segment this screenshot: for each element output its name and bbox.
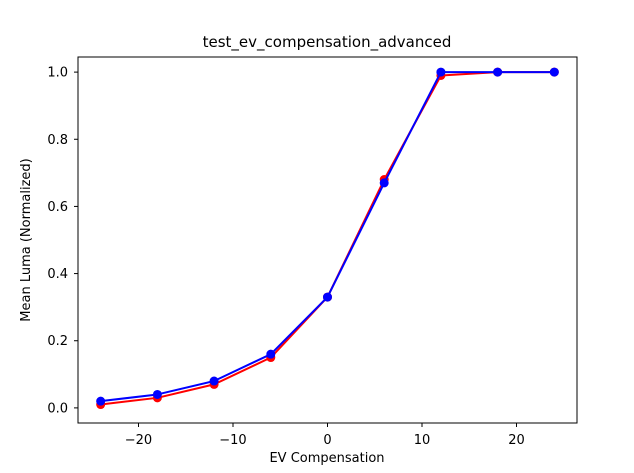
data-point-blue [493, 67, 503, 77]
data-point-blue [323, 292, 332, 302]
x-tick-label: 0 [323, 433, 331, 448]
y-tick-label: 0.4 [47, 267, 68, 282]
chart-layer: −20 −10 0 10 20 0.0 0.2 0.4 0.6 0.8 1.0 [47, 56, 578, 448]
data-point-blue [152, 389, 162, 399]
x-tick-label: 20 [508, 433, 525, 448]
series-line-blue [99, 71, 556, 403]
x-tick-label: 10 [414, 433, 431, 448]
data-point-blue [209, 376, 219, 386]
chart-title: test_ev_compensation_advanced [203, 33, 452, 52]
axes-frame [77, 56, 578, 424]
data-point-blue [549, 67, 559, 77]
data-point-blue [436, 67, 446, 77]
series-line-red [99, 71, 556, 406]
y-tick-label: 0.0 [47, 401, 68, 416]
y-tick-label: 1.0 [47, 66, 68, 81]
y-tick-label: 0.2 [47, 334, 68, 349]
y-tick-label: 0.8 [47, 133, 68, 148]
data-point-blue [379, 178, 389, 188]
y-axis-label: Mean Luma (Normalized) [19, 158, 34, 321]
data-point-blue [96, 396, 106, 406]
data-point-blue [266, 349, 276, 359]
x-axis-label: EV Compensation [269, 451, 384, 466]
x-tick-label: −20 [125, 433, 152, 448]
y-tick-label: 0.6 [47, 200, 68, 215]
x-tick-label: −10 [219, 433, 246, 448]
